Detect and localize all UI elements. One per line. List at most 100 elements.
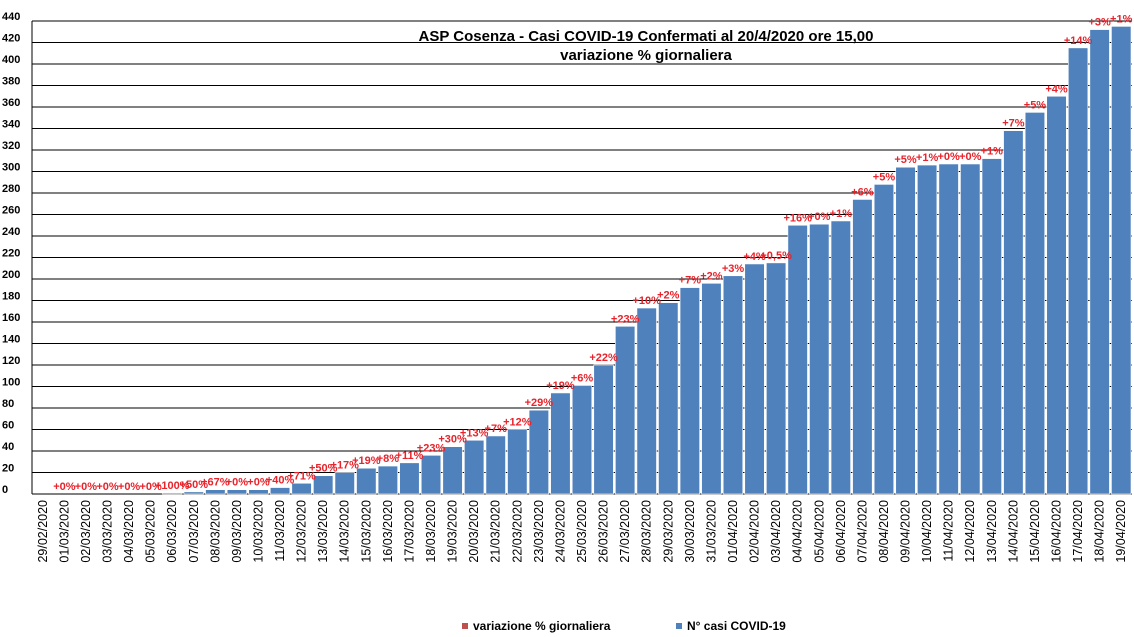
- bar: [571, 385, 593, 495]
- data-label: +0,5%: [760, 250, 792, 262]
- chart-title: ASP Cosenza - Casi COVID-19 Confermati a…: [419, 28, 874, 45]
- x-tick-label: 12/03/2020: [295, 500, 309, 563]
- x-tick-label: 01/03/2020: [57, 500, 71, 563]
- bar: [291, 482, 312, 495]
- x-tick-label: 09/03/2020: [230, 500, 244, 563]
- data-label: +6%: [851, 186, 874, 198]
- data-label: +12%: [503, 417, 532, 429]
- data-label: +1%: [981, 146, 1004, 158]
- x-tick-label: 07/04/2020: [855, 500, 869, 563]
- data-label: +6%: [571, 372, 594, 384]
- bar: [722, 275, 744, 495]
- bar: [248, 489, 269, 495]
- data-label: +0%: [139, 481, 162, 493]
- x-tick-label: 25/03/2020: [575, 500, 589, 563]
- x-tick-label: 02/04/2020: [748, 500, 762, 563]
- bar: [895, 166, 916, 495]
- data-label: +2%: [700, 270, 723, 282]
- bar: [787, 224, 808, 495]
- y-tick-label: 220: [2, 248, 20, 260]
- y-tick-label: 140: [2, 334, 20, 346]
- x-tick-label: 06/03/2020: [165, 500, 179, 563]
- y-tick-label: 340: [2, 119, 20, 131]
- bar: [636, 307, 657, 495]
- bar: [420, 454, 442, 495]
- bar: [852, 199, 873, 495]
- data-label: +17%: [331, 460, 360, 472]
- data-label: +10%: [632, 295, 661, 307]
- data-label: +0%: [247, 477, 270, 489]
- x-tick-label: 03/04/2020: [769, 500, 783, 563]
- x-tick-label: 19/04/2020: [1114, 500, 1128, 563]
- x-tick-label: 17/03/2020: [402, 500, 416, 563]
- bar: [658, 302, 679, 495]
- x-tick-label: 18/04/2020: [1093, 500, 1107, 563]
- data-label: +7%: [1002, 118, 1025, 130]
- y-tick-label: 420: [2, 33, 20, 45]
- x-tick-label: 03/03/2020: [100, 500, 114, 563]
- data-label: +22%: [589, 352, 618, 364]
- data-label: +0%: [808, 211, 831, 223]
- data-label: +4%: [1045, 83, 1068, 95]
- data-label: +0%: [226, 477, 249, 489]
- bar: [744, 263, 765, 495]
- y-tick-label: 80: [2, 398, 14, 410]
- x-tick-label: 24/03/2020: [553, 500, 567, 563]
- bar: [1003, 130, 1024, 495]
- bar: [981, 158, 1002, 495]
- x-tick-label: 11/03/2020: [273, 500, 287, 562]
- data-label: +50%: [309, 463, 338, 475]
- x-tick-label: 02/03/2020: [79, 500, 93, 563]
- data-label: +5%: [894, 154, 917, 166]
- bar: [766, 262, 787, 495]
- x-tick-label: 06/04/2020: [834, 500, 848, 563]
- bar: [701, 282, 722, 495]
- x-tick-label: 23/03/2020: [532, 500, 546, 563]
- bar: [873, 184, 895, 495]
- bar: [550, 392, 571, 495]
- data-label: +30%: [438, 434, 467, 446]
- x-tick-label: 19/03/2020: [446, 500, 460, 563]
- bar: [593, 364, 614, 495]
- x-tick-label: 10/04/2020: [920, 500, 934, 563]
- x-tick-label: 29/02/2020: [36, 500, 50, 563]
- bar: [269, 487, 291, 495]
- x-tick-label: 14/04/2020: [1006, 500, 1020, 563]
- y-tick-label: 20: [2, 463, 14, 475]
- data-label: +0%: [75, 481, 98, 493]
- y-tick-label: 40: [2, 441, 14, 453]
- bar: [313, 475, 334, 495]
- y-tick-label: 360: [2, 97, 20, 109]
- y-tick-label: 440: [2, 11, 20, 23]
- data-label: +3%: [1088, 17, 1111, 29]
- legend: variazione % giornaliera N° casi COVID-1…: [462, 619, 786, 633]
- bar: [830, 220, 851, 495]
- data-label: +13%: [460, 427, 489, 439]
- y-tick-label: 400: [2, 54, 20, 66]
- bar: [679, 287, 700, 495]
- bar: [1024, 112, 1046, 495]
- legend-swatch-variazione: [462, 623, 468, 629]
- data-label: +14%: [1064, 35, 1093, 47]
- x-tick-label: 17/04/2020: [1071, 500, 1085, 563]
- data-label: +11%: [396, 450, 424, 462]
- legend-label-variazione: variazione % giornaliera: [473, 619, 611, 633]
- data-label: +71%: [287, 470, 316, 482]
- legend-label-casi: N° casi COVID-19: [687, 619, 786, 633]
- bar: [377, 465, 398, 495]
- data-label: +19%: [352, 455, 381, 467]
- bar: [183, 491, 204, 495]
- bar: [464, 439, 485, 495]
- data-label: +67%: [201, 477, 230, 489]
- data-label: +1%: [830, 208, 853, 220]
- data-label: +7%: [679, 275, 702, 287]
- y-tick-label: 280: [2, 183, 20, 195]
- data-label: +1%: [1110, 13, 1133, 25]
- x-tick-label: 29/03/2020: [661, 500, 675, 563]
- bar: [442, 446, 463, 495]
- x-tick-label: 07/03/2020: [187, 500, 201, 563]
- data-label: +1%: [916, 152, 939, 164]
- bar: [528, 409, 549, 495]
- x-tick-label: 18/03/2020: [424, 500, 438, 563]
- bar: [485, 435, 506, 495]
